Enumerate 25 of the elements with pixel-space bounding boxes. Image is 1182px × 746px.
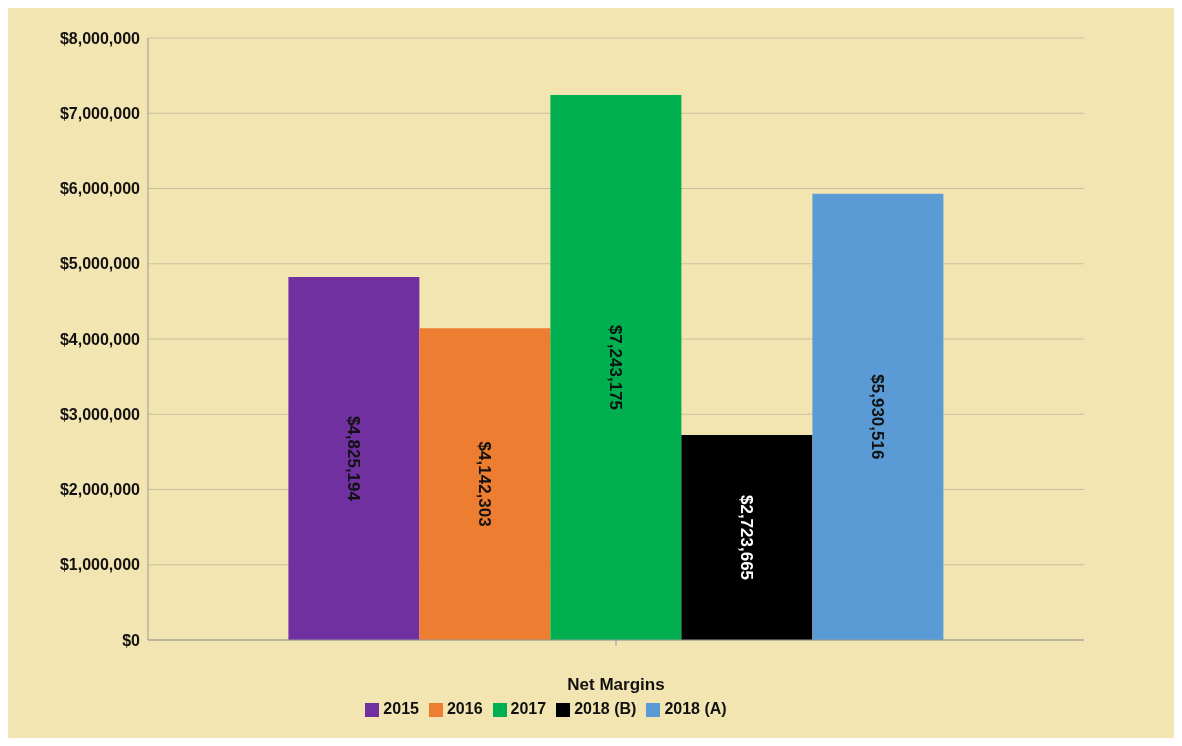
bar [550,94,682,640]
legend-label: 2017 [510,700,547,717]
y-tick-label: $1,000,000 [59,556,141,574]
bar [681,435,813,640]
legend-label: 2018 (A) [664,700,727,717]
y-tick-label: $8,000,000 [59,29,141,47]
y-tick-label: $5,000,000 [59,255,141,273]
y-tick-label: $3,000,000 [59,405,141,423]
legend-label: 2016 [446,700,483,717]
data-label: $5,930,516 [868,374,888,460]
bar [288,276,420,640]
data-label: $2,723,665 [737,494,757,581]
x-axis-title: Net Margins [567,675,665,694]
data-label: $4,142,303 [475,441,495,527]
y-tick-label: $2,000,000 [59,481,141,499]
y-tick-label: $0 [122,631,141,649]
bar [812,193,944,640]
bar [419,328,551,640]
y-tick-label: $7,000,000 [59,104,141,122]
y-tick-label: $6,000,000 [59,180,141,198]
y-tick-label: $4,000,000 [59,330,141,348]
data-label: $7,243,175 [606,324,626,411]
data-label: $4,825,194 [344,415,364,502]
legend-label: 2015 [383,700,419,717]
legend-label: 2018 (B) [574,700,637,717]
